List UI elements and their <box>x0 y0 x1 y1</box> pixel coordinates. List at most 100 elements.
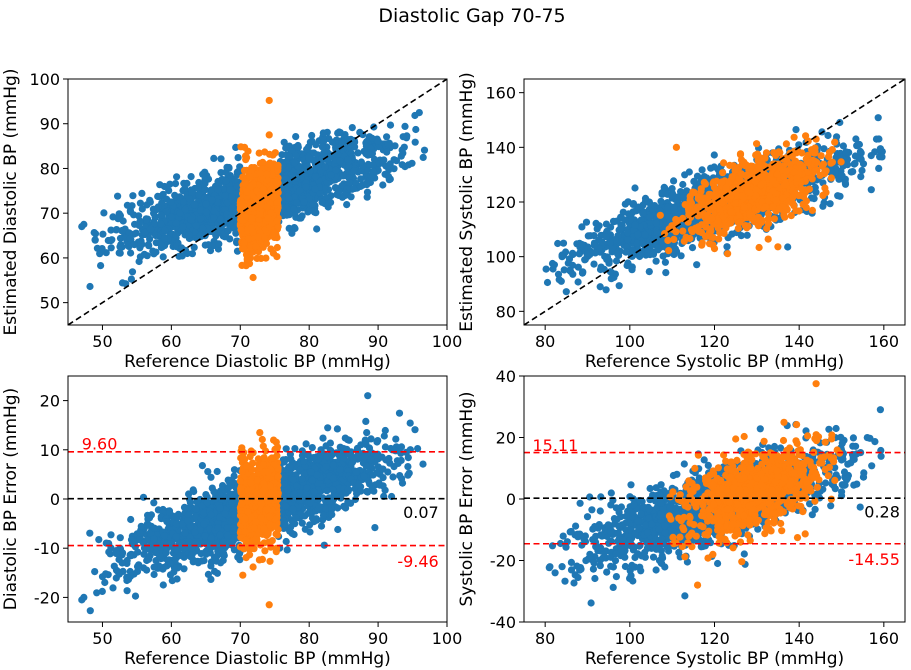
scatter-point <box>727 208 735 216</box>
scatter-point <box>144 240 152 249</box>
scatter-point <box>90 229 98 237</box>
scatter-point <box>851 159 859 167</box>
scatter-point <box>578 223 586 231</box>
scatter-point <box>150 250 158 258</box>
scatter-point <box>357 175 365 183</box>
scatter-point <box>222 177 230 185</box>
scatter-point <box>718 229 727 237</box>
scatter-point <box>623 229 632 237</box>
scatter-point <box>808 206 817 214</box>
scatter-point <box>214 177 222 186</box>
scatter-point <box>579 268 587 276</box>
scatter-point <box>726 161 734 169</box>
scatter-point <box>222 168 230 176</box>
scatter-point <box>246 173 254 181</box>
scatter-point <box>646 213 654 221</box>
series-out_gap <box>86 409 427 615</box>
x-tick-label: 120 <box>699 332 730 351</box>
scatter-point <box>743 181 752 189</box>
scatter-point <box>852 135 860 143</box>
scatter-point <box>670 203 678 211</box>
scatter-point <box>554 270 563 278</box>
scatter-point <box>654 244 662 252</box>
scatter-point <box>116 249 124 257</box>
scatter-point <box>348 124 356 132</box>
scatter-point <box>292 151 300 160</box>
scatter-point <box>187 173 195 181</box>
scatter-point <box>173 173 181 181</box>
scatter-point <box>215 240 223 248</box>
scatter-point <box>86 607 94 615</box>
scatter-point <box>390 165 398 173</box>
scatter-point <box>660 183 668 191</box>
scatter-point <box>781 213 789 221</box>
scatter-point <box>757 218 766 226</box>
scatter-point <box>114 192 122 200</box>
scatter-point <box>265 96 273 105</box>
scatter-point <box>107 531 115 539</box>
scatter-point <box>574 278 582 286</box>
scatter-point <box>335 187 343 195</box>
scatter-point <box>302 440 310 448</box>
scatter-point <box>559 239 568 247</box>
scatter-point <box>752 186 760 194</box>
scatter-point <box>238 261 246 269</box>
scatter-point <box>273 243 281 252</box>
scatter-point <box>816 171 824 179</box>
scatter-point <box>720 221 729 229</box>
y-tick-label: 70 <box>40 204 60 223</box>
scatter-point <box>824 131 832 140</box>
x-tick-label: 80 <box>299 332 319 351</box>
scatter-point <box>138 189 146 197</box>
scatter-point <box>308 131 316 140</box>
x-tick-label: 60 <box>161 332 181 351</box>
scatter-point <box>263 170 271 178</box>
scatter-point <box>578 240 586 249</box>
scatter-point <box>688 227 696 236</box>
scatter-point <box>334 150 342 158</box>
scatter-point <box>126 234 134 243</box>
scatter-point <box>383 148 391 156</box>
scatter-point <box>802 203 810 212</box>
scatter-point <box>199 170 207 178</box>
scatter-point <box>130 241 138 249</box>
scatter-point <box>697 185 705 193</box>
scatter-point <box>233 182 241 190</box>
scatter-point <box>159 253 167 261</box>
scatter-point <box>723 243 731 251</box>
scatter-point <box>851 152 860 160</box>
scatter-point <box>357 158 365 166</box>
scatter-point <box>333 144 342 152</box>
x-tick-label: 70 <box>230 332 250 351</box>
scatter-point <box>831 138 839 146</box>
scatter-point <box>263 203 271 211</box>
scatter-point <box>280 138 288 146</box>
scatter-point <box>825 153 833 161</box>
scatter-point <box>226 186 234 194</box>
scatter-point <box>300 198 308 206</box>
scatter-point <box>227 213 235 221</box>
scatter-point <box>356 182 365 190</box>
scatter-point <box>119 217 127 225</box>
scatter-point <box>312 141 320 149</box>
scatter-point <box>726 219 735 227</box>
scatter-point <box>127 275 135 283</box>
scatter-point <box>80 220 88 228</box>
scatter-point <box>269 249 277 257</box>
scatter-point <box>715 235 723 243</box>
scatter-point <box>345 178 353 187</box>
scatter-point <box>736 150 745 158</box>
scatter-point <box>328 138 336 146</box>
y-tick-label: 140 <box>485 138 516 157</box>
scatter-point <box>252 242 260 251</box>
scatter-point <box>127 249 135 257</box>
scatter-point <box>282 537 290 546</box>
scatter-point <box>670 177 678 185</box>
scatter-point <box>255 149 263 157</box>
scatter-point <box>610 218 618 226</box>
scatter-point <box>306 138 314 146</box>
scatter-point <box>98 245 106 253</box>
scatter-point <box>811 167 819 175</box>
scatter-point <box>827 159 835 167</box>
